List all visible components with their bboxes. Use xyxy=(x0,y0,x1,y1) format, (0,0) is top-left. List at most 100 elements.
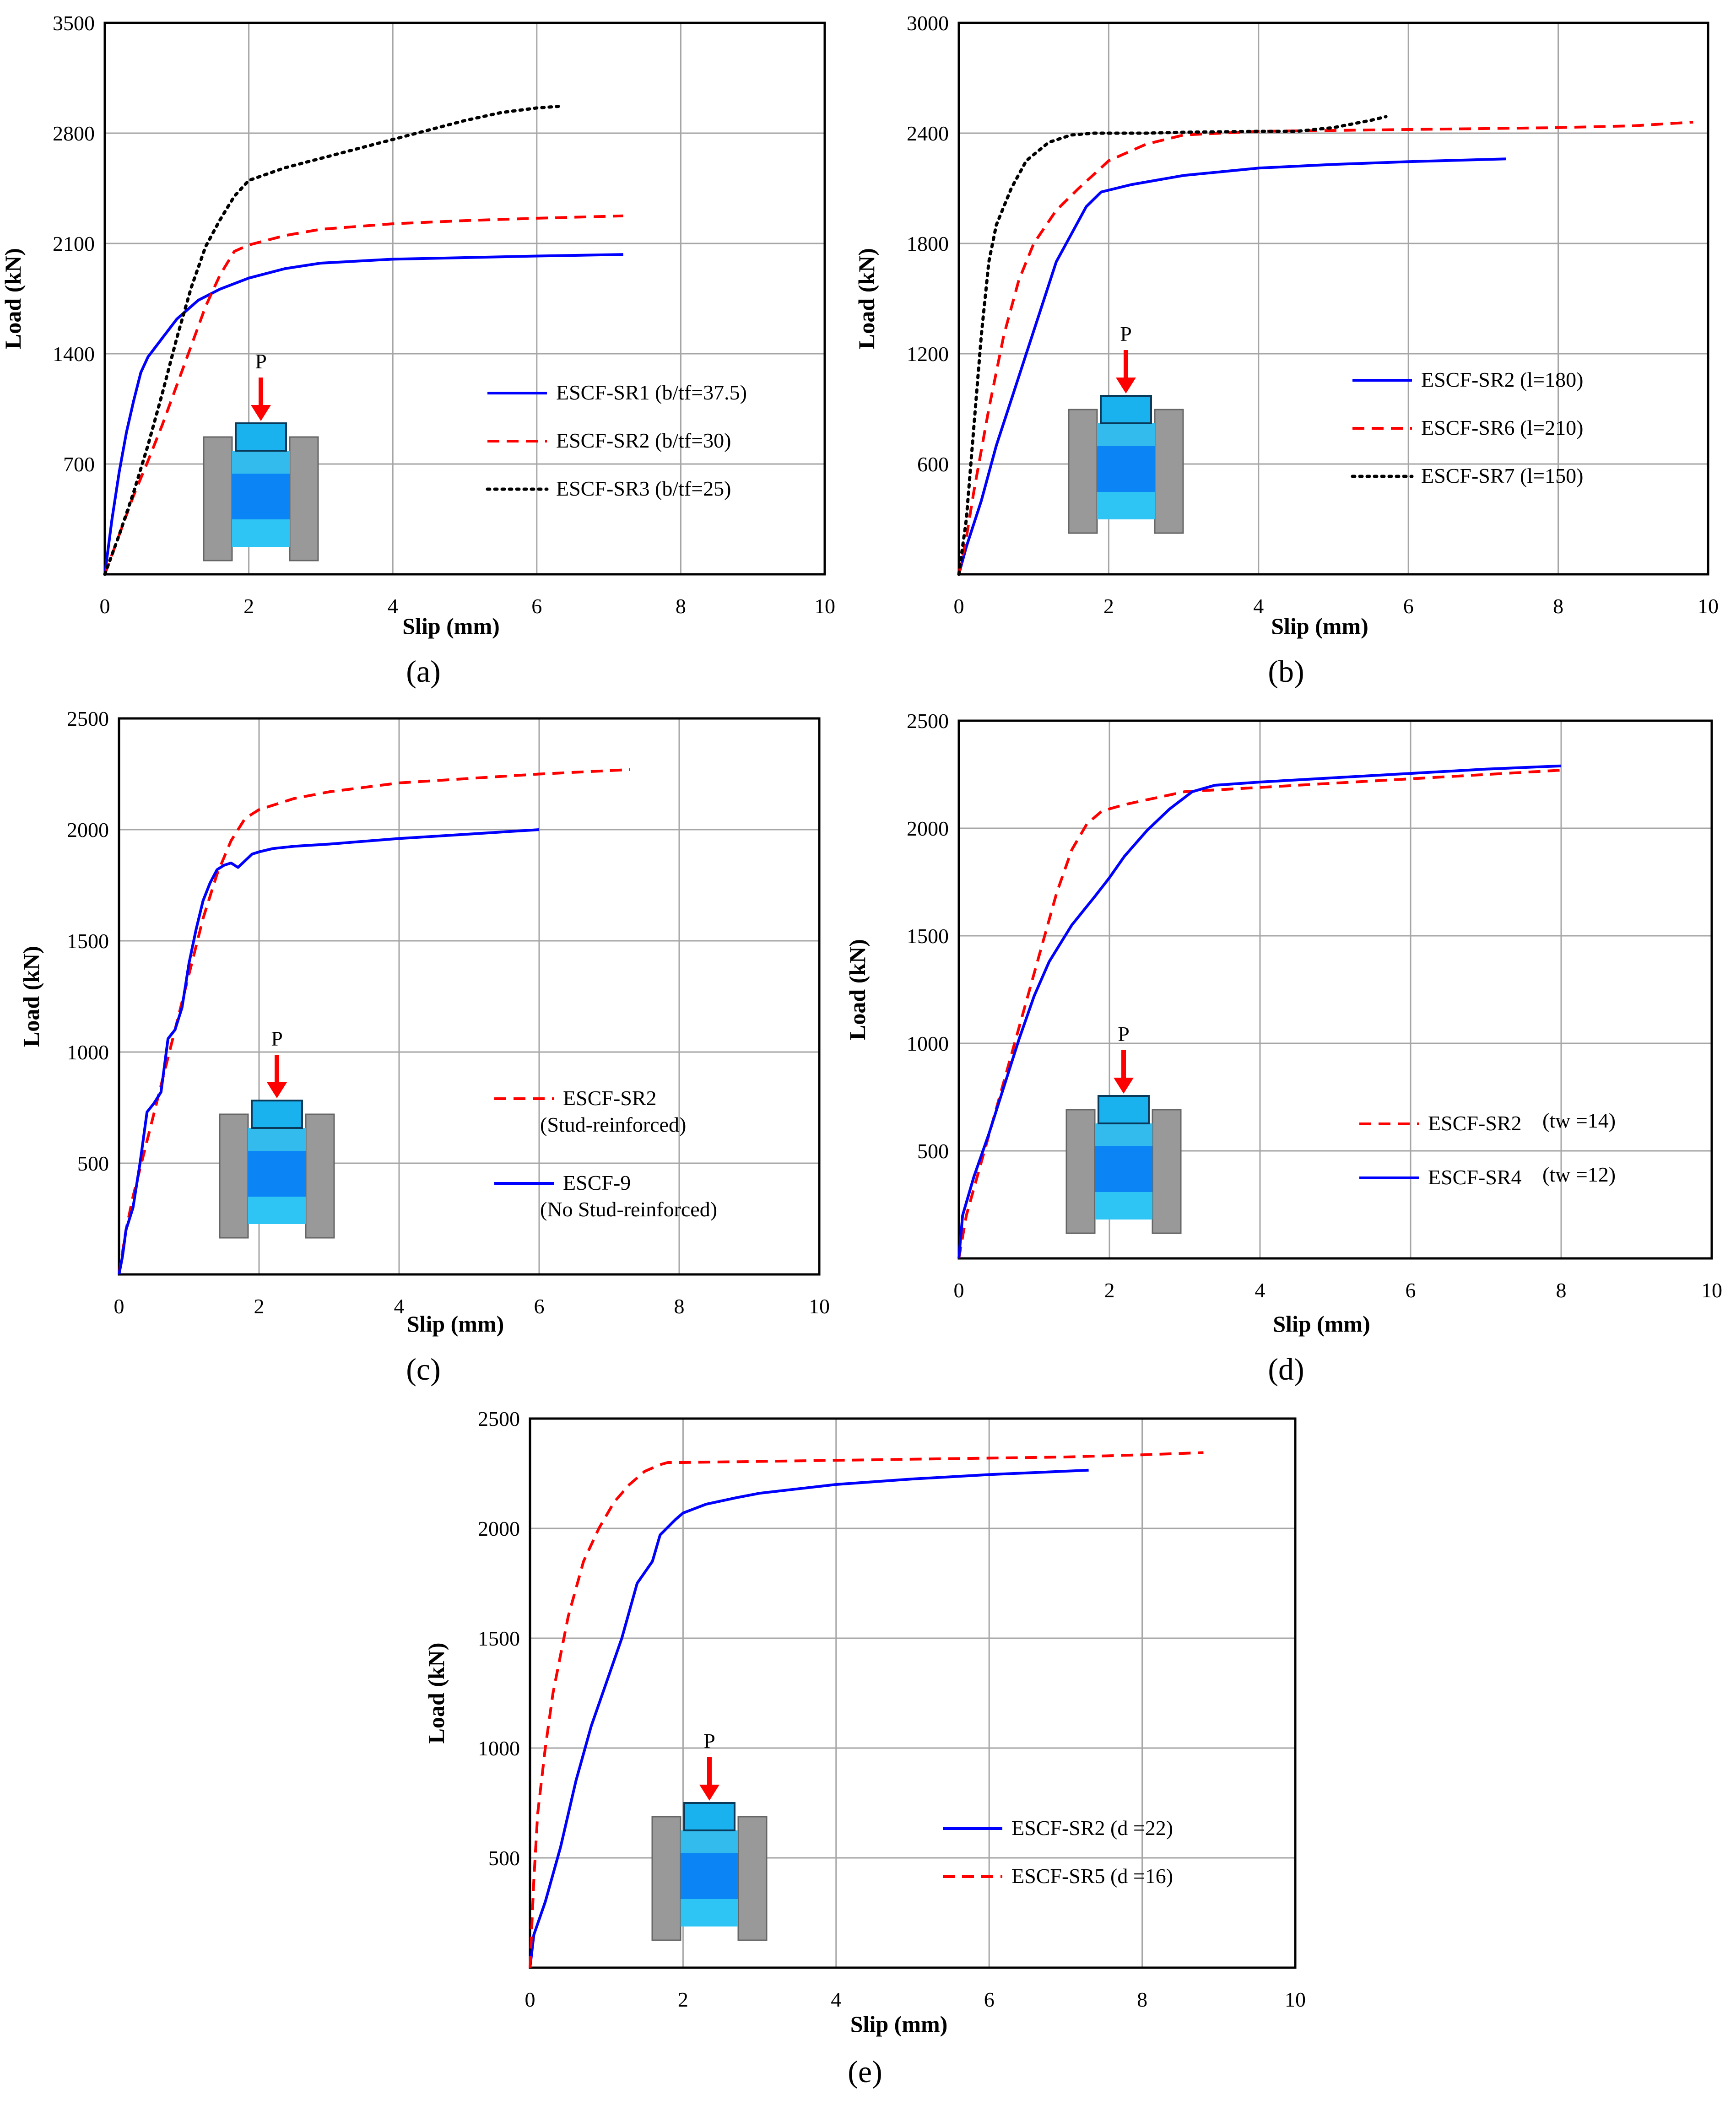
x-tick-label: 6 xyxy=(984,1988,995,2011)
y-tick-label: 1000 xyxy=(67,1041,109,1064)
plot-frame xyxy=(957,719,1713,1260)
y-tick-label: 2100 xyxy=(53,232,95,255)
plot-frame xyxy=(118,717,821,1276)
legend-label: ESCF-SR7 (l=150) xyxy=(1421,464,1583,487)
concrete-block-bottom xyxy=(1097,492,1155,519)
concrete-block-top xyxy=(232,451,290,474)
x-tick-label: 0 xyxy=(525,1988,535,2011)
x-axis-label: Slip (mm) xyxy=(402,613,500,639)
y-tick-label: 500 xyxy=(488,1846,520,1870)
loading-plate xyxy=(1098,1095,1150,1124)
plot-frame xyxy=(103,22,826,576)
chart-e: 0 2 4 6 8 10 500 1000 1500 2000 2500 Slip (mm) Load … xyxy=(423,1407,1306,2089)
series-line-escf-sr2 xyxy=(118,768,631,1275)
x-tick-label: 8 xyxy=(1137,1988,1147,2011)
y-tick-label: 1400 xyxy=(53,342,95,366)
steel-flange-right xyxy=(737,1816,768,1941)
x-tick-label: 0 xyxy=(954,1279,964,1302)
series-line-escf-sr7 xyxy=(957,115,1388,576)
load-arrow-icon xyxy=(699,1785,719,1801)
loading-plate xyxy=(683,1802,736,1831)
concrete-block-middle xyxy=(1095,1146,1152,1192)
legend-sublabel: (Stud-reinforced) xyxy=(540,1113,686,1136)
x-tick-label: 6 xyxy=(534,1295,545,1318)
x-axis-label: Slip (mm) xyxy=(850,2011,948,2037)
x-tick-label: 2 xyxy=(1104,1279,1115,1302)
legend-label: ESCF-9 xyxy=(563,1171,631,1194)
y-tick-label: 3000 xyxy=(907,11,949,35)
load-label-p: P xyxy=(255,350,267,373)
specimen-inset: P xyxy=(1068,322,1184,534)
x-tick-label: 6 xyxy=(1406,1279,1416,1302)
x-tick-label: 10 xyxy=(1701,1279,1722,1302)
chart-d: 0 2 4 6 8 10 500 1000 1500 2000 2500 Slip (mm) Load … xyxy=(844,709,1722,1387)
x-tick-label: 10 xyxy=(1698,594,1719,618)
x-tick-label: 2 xyxy=(678,1988,688,2011)
y-axis-label: Load (kN) xyxy=(423,1643,449,1744)
x-tick-label: 2 xyxy=(254,1295,265,1318)
x-tick-label: 8 xyxy=(674,1295,685,1318)
y-tick-label: 3500 xyxy=(53,11,95,35)
y-tick-label: 2400 xyxy=(907,122,949,145)
steel-flange-left xyxy=(651,1816,681,1941)
x-tick-label: 0 xyxy=(954,594,964,618)
x-tick-label: 6 xyxy=(531,594,542,618)
x-tick-label: 4 xyxy=(388,594,398,618)
y-tick-label: 2500 xyxy=(907,709,949,733)
x-tick-label: 4 xyxy=(1253,594,1264,618)
y-axis-label: Load (kN) xyxy=(854,248,879,349)
chart-b: 0 2 4 6 8 10 600 1200 1800 2400 3000 Slip (mm) Load … xyxy=(854,11,1719,689)
load-arrow-icon xyxy=(267,1082,287,1098)
x-tick-label: 0 xyxy=(114,1295,124,1318)
subfigure-caption: (b) xyxy=(1268,654,1304,689)
load-arrow-icon xyxy=(1114,1078,1134,1094)
series-line-escf-sr2 xyxy=(529,1468,1089,1968)
y-tick-label: 2500 xyxy=(478,1407,520,1430)
plot-frame xyxy=(529,1417,1297,1969)
specimen-inset: P xyxy=(651,1729,768,1941)
loading-plate xyxy=(251,1100,303,1129)
steel-flange-right xyxy=(1152,1109,1182,1234)
x-tick-label: 2 xyxy=(243,594,254,618)
series-line-escf-sr3 xyxy=(103,105,560,576)
legend-label: ESCF-SR1 (b/tf=37.5) xyxy=(556,381,747,404)
series-line-escf-9 xyxy=(118,828,540,1275)
concrete-block-bottom xyxy=(248,1197,306,1224)
steel-flange-right xyxy=(305,1113,335,1239)
load-label-p: P xyxy=(1120,322,1132,345)
x-tick-label: 4 xyxy=(831,1988,841,2011)
subfigure-caption: (a) xyxy=(406,654,440,689)
load-label-p: P xyxy=(703,1729,715,1753)
chart-a: 0 2 4 6 8 10 700 1400 2100 2800 3500 Slip (mm) Load … xyxy=(0,11,835,689)
load-label-p: P xyxy=(1118,1022,1130,1046)
specimen-inset: P xyxy=(203,350,319,561)
steel-flange-right xyxy=(1154,409,1184,534)
concrete-block-middle xyxy=(681,1853,738,1899)
series-line-escf-sr1 xyxy=(103,253,623,575)
series-line-escf-sr2 xyxy=(957,157,1506,575)
x-axis-label: Slip (mm) xyxy=(407,1311,504,1337)
legend-label: ESCF-SR2 (b/tf=30) xyxy=(556,429,731,452)
steel-flange-left xyxy=(219,1113,249,1239)
series-line-escf-sr5 xyxy=(529,1451,1204,1968)
concrete-block-middle xyxy=(248,1151,306,1197)
y-tick-label: 2800 xyxy=(53,122,95,145)
subfigure-caption: (e) xyxy=(848,2054,882,2089)
y-tick-label: 1000 xyxy=(478,1737,520,1760)
load-label-p: P xyxy=(271,1027,283,1050)
steel-flange-left xyxy=(203,436,233,561)
x-tick-label: 2 xyxy=(1103,594,1114,618)
y-axis-label: Load (kN) xyxy=(844,939,870,1040)
concrete-block-top xyxy=(1095,1123,1152,1146)
y-tick-label: 500 xyxy=(917,1139,949,1163)
loading-plate xyxy=(1100,395,1152,424)
concrete-block-bottom xyxy=(232,519,290,547)
y-tick-label: 600 xyxy=(917,453,949,476)
x-tick-label: 8 xyxy=(1556,1279,1567,1302)
x-axis-label: Slip (mm) xyxy=(1271,613,1368,639)
y-tick-label: 1500 xyxy=(478,1627,520,1650)
concrete-block-top xyxy=(248,1128,306,1151)
legend-label: ESCF-SR3 (b/tf=25) xyxy=(556,477,731,500)
x-tick-label: 10 xyxy=(814,594,835,618)
y-tick-label: 500 xyxy=(77,1152,109,1175)
